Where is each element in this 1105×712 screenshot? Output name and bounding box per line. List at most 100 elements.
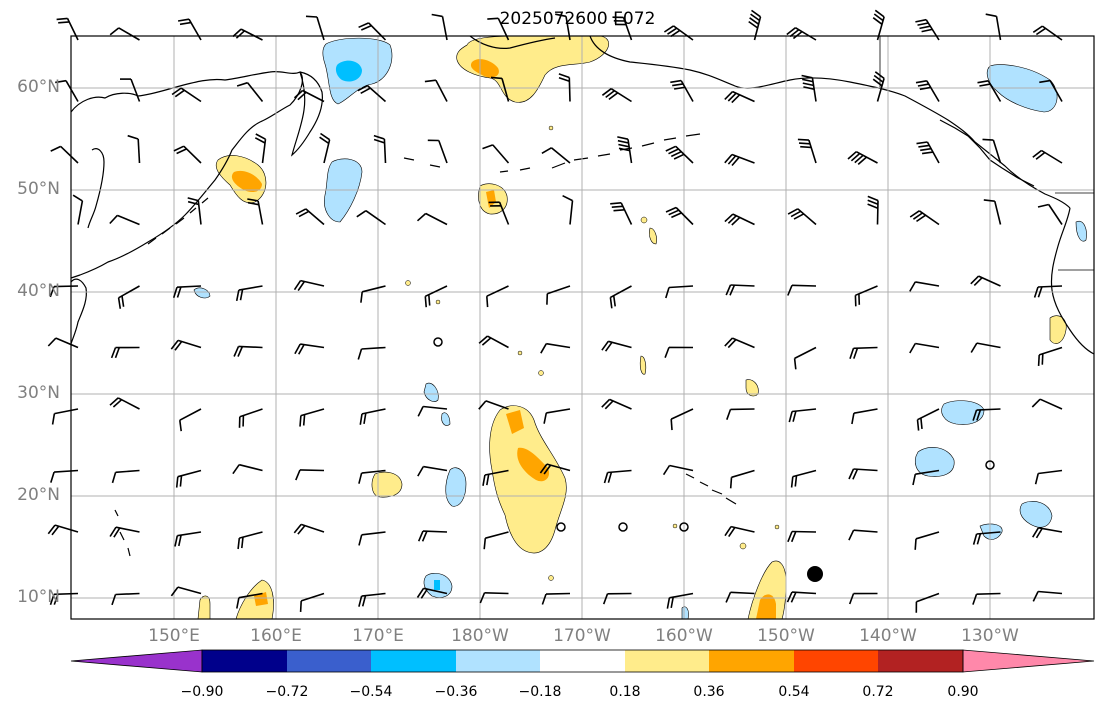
colorbar-frame [201,649,964,673]
colorbar-segment [709,650,794,672]
wind-barb [173,145,202,164]
contour-yellow [649,227,657,245]
wind-barb [293,523,325,535]
marker-dot [807,566,823,582]
wind-barb [603,469,632,484]
contour-yellow [371,471,403,498]
wind-barb [117,285,140,309]
wind-barb [424,79,448,102]
contour-orange [254,592,268,606]
colorbar-segment [625,650,709,672]
lon-label: 140°W [859,626,917,646]
wind-barb [610,202,633,225]
wind-barb [788,408,817,423]
contour-orange [506,410,524,434]
wind-barb [478,335,509,349]
wind-barb [670,79,694,102]
wind-barb [488,201,510,225]
wind-barb [539,463,571,475]
wind-barb [666,592,694,609]
wind-barb [847,150,878,166]
wind-barb [47,524,79,536]
wind-barb [232,28,263,41]
colorbar-label: 0.90 [947,684,979,700]
wind-barb [665,285,694,299]
wind-barb [417,530,448,542]
wind-barb [1037,203,1063,225]
wind-barb [726,408,755,420]
wind-barb [725,284,755,296]
wind-barb [790,469,817,488]
colorbar-segment [456,650,540,672]
wind-barb [797,138,817,164]
wind-barb [617,136,633,164]
colorbar-label: 0.72 [862,684,894,700]
wind-barb [247,198,264,225]
contour-lightblue [681,606,689,620]
wind-barb [540,342,571,354]
colorbar-label: −0.54 [349,684,393,700]
contour-orange [231,170,262,192]
wind-barb [357,84,387,103]
wind-barb [601,398,632,410]
bc-coastline [939,119,1035,187]
wind-barb [725,591,755,603]
wind-barb [665,145,694,164]
wind-barb [663,25,694,41]
wind-barb [482,144,510,164]
wind-barb [724,337,755,349]
positive-anomaly-areas [197,35,1067,620]
wind-barb [665,206,694,226]
wind-barb [848,592,878,605]
lon-label: 130°W [961,626,1019,646]
wind-barb [916,408,940,431]
wind-barb [1032,527,1063,539]
lon-label: 180°W [451,626,509,646]
lon-label: 170°W [553,626,611,646]
colorbar-label: −0.90 [180,684,224,700]
contour-lightblue [445,467,467,507]
wind-barb [662,464,694,476]
wind-barb [982,138,1002,164]
contour-lightblue [941,400,985,425]
colorbar-segment [794,650,878,672]
wind-barb [295,469,325,481]
wind-barb [486,285,509,308]
wind-barb [483,531,509,550]
wind-barb [851,408,878,425]
map-frame [70,35,1095,620]
wind-barb [357,346,386,360]
wind-barb [912,469,940,486]
wind-barb [47,337,79,349]
wind-barb [541,147,571,164]
wind-barb [478,400,509,410]
wind-barb [793,346,817,370]
lat-label: 30°N [17,383,60,403]
wind-barb [729,469,755,489]
wind-barb [601,340,632,352]
wind-barb [916,141,940,164]
wind-barb [972,531,1001,545]
wind-barb [51,408,79,425]
colorbar [70,649,1095,673]
contour-lightblue [423,382,439,402]
lat-label: 40°N [17,281,60,301]
wind-barb [236,81,264,102]
sakhalin-coastline [87,148,105,229]
contour-lightblue [193,287,211,299]
colorbar-segment [202,650,287,672]
wind-barb [1031,398,1063,410]
wind-barb [1032,149,1063,164]
wind-barb [848,468,878,480]
contour-orange [470,59,499,78]
colorbar-label: −0.18 [518,684,562,700]
wind-barb [848,529,878,541]
wind-barb [909,210,940,226]
wind-barb [293,279,325,292]
wind-barb [972,592,1001,605]
contour-lightblue [1075,220,1087,242]
wind-barb [416,587,448,599]
colorbar-label: 0.18 [609,684,641,700]
wind-barb [664,346,694,358]
wind-barbs [47,9,1063,613]
